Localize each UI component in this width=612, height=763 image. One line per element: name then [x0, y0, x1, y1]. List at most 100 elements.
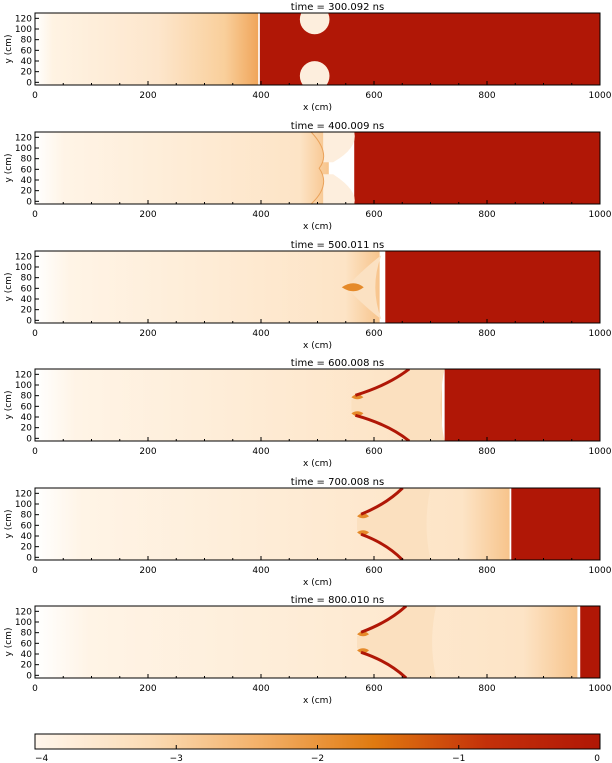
x-tick-label: 200 [139, 447, 156, 457]
y-tick-label: 40 [21, 295, 33, 305]
dense-region [354, 132, 600, 204]
panel-3: time = 500.011 ns 0 200 400 600 800 1000 x (cm)… [4, 240, 612, 351]
x-tick-label: 800 [478, 210, 495, 220]
x-tick-label: 1000 [589, 447, 612, 457]
colorbar-tick-label: −2 [311, 754, 324, 763]
x-tick-label: 800 [478, 447, 495, 457]
cloud-upper [323, 132, 355, 163]
x-tick-label: 1000 [589, 684, 612, 694]
colorbar: −4 −3 −2 −1 0 [34, 733, 601, 763]
x-tick-label: 800 [478, 684, 495, 694]
y-tick-label: 60 [21, 402, 33, 412]
panel-image [35, 132, 600, 204]
y-tick-label: 100 [15, 381, 32, 391]
y-tick-label: 120 [15, 133, 32, 143]
cloud-upper [299, 13, 330, 35]
mixing-region [357, 606, 437, 678]
y-tick-label: 20 [21, 543, 33, 553]
x-tick-label: 600 [365, 329, 382, 339]
x-tick-label: 600 [365, 210, 382, 220]
x-tick-label: 0 [32, 91, 38, 101]
plume-region [35, 488, 510, 560]
x-tick-label: 400 [252, 566, 269, 576]
plume-region [35, 13, 259, 85]
y-tick-label: 120 [15, 489, 32, 499]
vortex-pair [357, 631, 370, 654]
stripped-filament [354, 369, 411, 441]
colorbar-tick-label: −4 [35, 754, 49, 763]
y-axis-label: y (cm) [4, 35, 14, 64]
cloud-lower [323, 174, 355, 204]
panel-image [35, 251, 600, 323]
panel-image [35, 13, 600, 85]
y-tick-label: 40 [21, 176, 33, 186]
y-tick-label: 20 [21, 424, 33, 434]
x-tick-label: 0 [32, 566, 38, 576]
plume-region [35, 132, 329, 204]
mixing-region [351, 369, 445, 441]
panel-image [35, 369, 600, 441]
dense-region [385, 251, 600, 323]
y-tick-label: 120 [15, 607, 32, 617]
bow-shock [310, 132, 325, 204]
x-tick-label: 1000 [589, 566, 612, 576]
stripped-filament [360, 488, 404, 560]
y-tick-label: 80 [21, 274, 33, 284]
x-tick-label: 400 [252, 210, 269, 220]
x-axis-label: x (cm) [303, 459, 332, 469]
x-tick-label: 800 [478, 566, 495, 576]
x-tick-label: 600 [365, 684, 382, 694]
y-tick-label: 60 [21, 521, 33, 531]
dense-region [580, 606, 600, 678]
x-axis-label: x (cm) [303, 222, 332, 232]
y-tick-label: 60 [21, 639, 33, 649]
y-tick-label: 20 [21, 187, 33, 197]
panel-title: time = 600.008 ns [291, 358, 384, 369]
y-tick-label: 40 [21, 532, 33, 542]
y-tick-label: 120 [15, 252, 32, 262]
panel-title: time = 500.011 ns [291, 240, 384, 251]
x-tick-label: 600 [365, 566, 382, 576]
x-tick-label: 1000 [589, 210, 612, 220]
plume-region [35, 606, 578, 678]
y-tick-label: 0 [26, 197, 32, 207]
x-tick-label: 800 [478, 91, 495, 101]
x-tick-label: 0 [32, 447, 38, 457]
x-tick-label: 1000 [589, 329, 612, 339]
x-tick-label: 400 [252, 447, 269, 457]
y-tick-label: 40 [21, 413, 33, 423]
x-tick-label: 800 [478, 329, 495, 339]
x-tick-label: 200 [139, 210, 156, 220]
y-tick-label: 0 [26, 434, 32, 444]
x-tick-label: 400 [252, 329, 269, 339]
x-tick-label: 200 [139, 566, 156, 576]
y-tick-label: 40 [21, 57, 33, 67]
y-tick-label: 40 [21, 650, 33, 660]
y-tick-label: 100 [15, 618, 32, 628]
y-tick-label: 60 [21, 46, 33, 56]
x-tick-label: 1000 [589, 91, 612, 101]
x-axis-label: x (cm) [303, 578, 332, 588]
y-tick-label: 100 [15, 144, 32, 154]
y-tick-label: 60 [21, 284, 33, 294]
x-tick-label: 600 [365, 91, 382, 101]
x-tick-label: 200 [139, 329, 156, 339]
y-tick-label: 0 [26, 78, 32, 88]
colorbar-tick-label: −3 [170, 754, 183, 763]
x-tick-label: 0 [32, 329, 38, 339]
y-tick-label: 0 [26, 671, 32, 681]
x-tick-label: 400 [252, 684, 269, 694]
y-tick-label: 120 [15, 370, 32, 380]
y-axis-label: y (cm) [4, 391, 14, 420]
panel-image [35, 488, 600, 560]
x-axis-label: x (cm) [303, 341, 332, 351]
vortex [341, 283, 364, 292]
panel-title: time = 300.092 ns [291, 2, 384, 13]
plume-region [35, 251, 380, 323]
cloud-lower [299, 61, 330, 85]
